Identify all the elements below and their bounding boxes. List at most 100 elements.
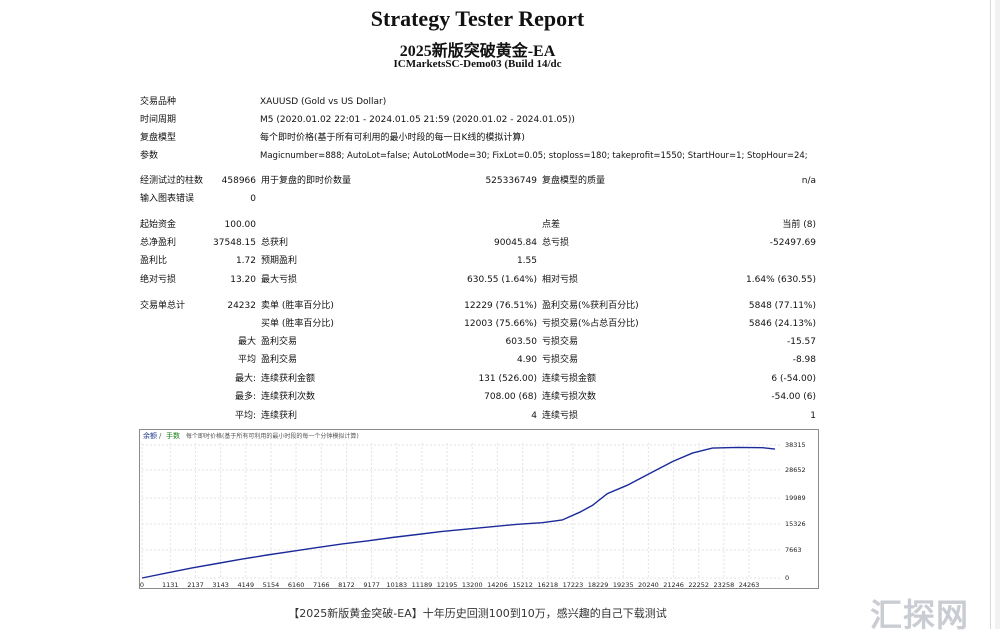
largest-loss-label: 亏损交易 [542,337,579,347]
report-title: Strategy Tester Report [370,6,585,31]
pf-label: 盈利比 [140,256,168,266]
cons-loss-cnt-value: -54.00 (6) [771,392,816,402]
avg2-prefix: 平均: [234,411,256,421]
period-value: M5 (2020.01.02 22:01 - 2024.01.05 21:59 … [260,115,575,125]
loss-label: 亏损交易(%占总百分比) [542,319,639,329]
avg-loss-label: 亏损交易 [542,355,579,365]
long-label: 买单 (胜率百分比) [261,319,334,329]
x-tick-label: 7166 [313,581,330,589]
max-dd-value: 630.55 (1.64%) [467,275,537,285]
quality-value: n/a [801,176,816,186]
balance-chart: 余额 / 手数 每个即时价格(基于所有可利用的最小时段的每一个分钟模拟计算) 0… [139,429,819,589]
chart-frame [139,429,819,589]
quality-label: 复盘模型的质量 [542,176,606,186]
caption: 【2025新版黄金突破-EA】十年历史回测100到10万，感兴趣的自己下载测试 [288,607,667,620]
avg-win-value: 4.90 [516,355,537,365]
gross-profit-value: 90045.84 [494,238,537,248]
cons-loss-value: 1 [810,411,816,421]
info-row-symbol: 交易品种 XAUUSD (Gold vs US Dollar) [140,94,840,110]
cons-loss-cnt-label: 连续亏损次数 [542,392,597,402]
stats-row-cons-amt: 最大: 连续获利金额 131 (526.00) 连续亏损金额 6 (-54.00… [140,371,820,387]
info-row-period: 时间周期 M5 (2020.01.02 22:01 - 2024.01.05 2… [140,112,840,128]
x-tick-label: 0 [140,581,144,589]
page-edge [990,0,991,629]
watermark-logo: 汇探网 [870,596,970,634]
largest-loss-value: -15.57 [786,337,816,347]
stats-row-net: 总净盈利 37548.15 总获利 90045.84 总亏损 -52497.69 [140,235,820,251]
expected-label: 预期盈利 [261,256,298,266]
win-label: 盈利交易(%获利百分比) [542,301,639,311]
symbol-value: XAUUSD (Gold vs US Dollar) [260,97,387,107]
stats-row-average: 平均 盈利交易 4.90 亏损交易 -8.98 [140,352,820,368]
gross-loss-value: -52497.69 [769,238,816,248]
cons-win-amt-label: 连续获利金额 [261,374,316,384]
x-tick-label: 8172 [338,581,355,589]
y-tick-label: 28652 [785,466,806,474]
legend-lots: 手数 [166,431,180,440]
avg-loss-value: -8.98 [792,355,816,365]
stats-row-cons-cnt: 最多: 连续获利次数 708.00 (68) 连续亏损次数 -54.00 (6) [140,389,820,405]
largest-win-label: 盈利交易 [261,337,298,347]
x-tick-label: 15212 [512,581,533,589]
bars-label: 经测试过的柱数 [140,176,204,186]
cons-win-label: 连续获利 [261,411,298,421]
y-tick-label: 38315 [785,441,806,449]
ticks-label: 用于复盘的即时价数量 [261,176,352,186]
stats-row-pf: 盈利比 1.72 预期盈利 1.55 [140,253,820,269]
stats-row-drawdown: 绝对亏损 13.20 最大亏损 630.55 (1.64%) 相对亏损 1.64… [140,272,820,288]
y-tick-label: 19989 [785,494,806,502]
net-label: 总净盈利 [140,238,177,248]
x-tick-label: 21246 [663,581,684,589]
cons-win-value: 4 [531,411,537,421]
x-tick-label: 6160 [288,581,305,589]
x-tick-label: 20240 [638,581,659,589]
long-value: 12003 (75.66%) [464,319,537,329]
symbol-label: 交易品种 [140,97,177,107]
x-tick-label: 19235 [613,581,634,589]
info-row-params: 参数 Magicnumber=888; AutoLot=false; AutoL… [140,148,840,164]
period-label: 时间周期 [140,115,177,125]
trades-label: 交易单总计 [140,301,186,311]
rel-dd-label: 相对亏损 [542,275,579,285]
x-tick-label: 4149 [238,581,255,589]
cons-win-cnt-label: 连续获利次数 [261,392,316,402]
avg-win-label: 盈利交易 [261,355,298,365]
trades-value: 24232 [227,301,256,311]
x-tick-label: 11189 [412,581,433,589]
x-tick-label: 5154 [263,581,280,589]
gross-loss-label: 总亏损 [542,238,570,248]
params-value: Magicnumber=888; AutoLot=false; AutoLotM… [260,151,808,161]
y-tick-label: 7663 [785,546,802,554]
params-label: 参数 [140,151,159,161]
server-build: ICMarketsSC-Demo03 (Build 14/dc [393,58,562,70]
stats-row-cons: 平均: 连续获利 4 连续亏损 1 [140,408,820,424]
x-tick-label: 14206 [487,581,508,589]
x-tick-label: 22252 [688,581,709,589]
expected-value: 1.55 [516,256,537,266]
x-tick-label: 12195 [437,581,458,589]
x-tick-label: 3143 [212,581,229,589]
rel-dd-value: 1.64% (630.55) [746,275,816,285]
page-edge-shadow [995,0,1000,629]
chart-grid [141,443,780,579]
win-value: 5848 (77.11%) [748,301,816,311]
ticks-value: 525336749 [485,176,537,186]
stats-row-long: 买单 (胜率百分比) 12003 (75.66%) 亏损交易(%占总百分比) 5… [140,316,820,332]
stats-row-trades: 交易单总计 24232 卖单 (胜率百分比) 12229 (76.51%) 盈利… [140,298,820,314]
x-tick-label: 13200 [462,581,483,589]
abs-dd-value: 13.20 [230,275,256,285]
info-row-model: 复盘模型 每个即时价格(基于所有可利用的最小时段的每一日K线的模拟计算) [140,130,840,146]
gross-profit-label: 总获利 [261,238,289,248]
errors-row: 输入图表错误 0 [140,191,820,207]
y-tick-label: 0 [785,574,789,582]
x-tick-label: 24263 [739,581,760,589]
x-tick-label: 1131 [162,581,179,589]
legend-balance: 余额 [143,431,157,440]
cons-loss-amt-label: 连续亏损金额 [542,374,597,384]
max-dd-label: 最大亏损 [261,275,298,285]
x-tick-label: 17223 [563,581,584,589]
cons-win-amt-value: 131 (526.00) [478,374,537,384]
x-tick-label: 16218 [537,581,558,589]
max-prefix: 最大: [234,374,256,384]
bars-value: 458966 [221,176,256,186]
